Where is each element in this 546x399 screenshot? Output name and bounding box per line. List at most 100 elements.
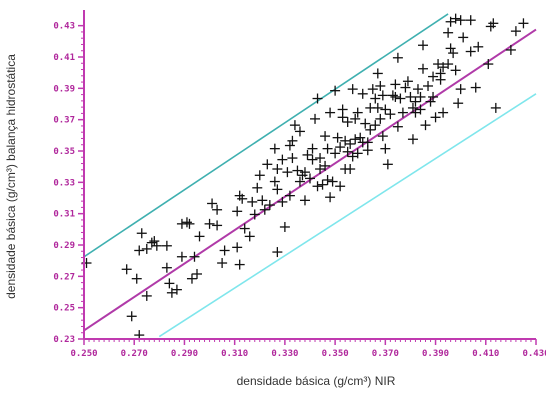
scatter-point bbox=[415, 91, 426, 102]
scatter-point bbox=[455, 15, 466, 26]
scatter-point bbox=[259, 204, 270, 215]
scatter-point bbox=[372, 102, 383, 113]
scatter-point bbox=[166, 287, 177, 298]
scatter-point bbox=[377, 131, 388, 142]
scatter-point bbox=[320, 160, 331, 171]
scatter-point bbox=[325, 192, 336, 203]
scatter-point bbox=[217, 258, 228, 269]
scatter-point bbox=[325, 107, 336, 118]
scatter-point bbox=[294, 176, 305, 187]
scatter-point bbox=[385, 109, 396, 120]
scatter-point bbox=[247, 196, 258, 207]
y-tick-label: 0.29 bbox=[53, 241, 75, 251]
scatter-point bbox=[312, 93, 323, 104]
scatter-point bbox=[302, 149, 313, 160]
scatter-point bbox=[279, 221, 290, 232]
scatter-point bbox=[272, 164, 283, 175]
scatter-point bbox=[450, 13, 461, 24]
scatter-point bbox=[448, 48, 459, 59]
scatter-point bbox=[375, 113, 386, 124]
scatter-point bbox=[269, 143, 280, 154]
x-tick-label: 0.310 bbox=[221, 349, 248, 359]
scatter-point bbox=[239, 223, 250, 234]
scatter-point bbox=[380, 104, 391, 115]
scatter-point bbox=[370, 93, 381, 104]
scatter-point bbox=[362, 137, 373, 148]
scatter-point bbox=[392, 52, 403, 63]
scatter-point bbox=[284, 140, 295, 151]
scatter-point bbox=[305, 173, 315, 184]
scatter-point bbox=[332, 132, 343, 143]
scatter-point bbox=[307, 143, 318, 154]
scatter-point bbox=[405, 91, 416, 102]
scatter-point bbox=[330, 85, 341, 96]
scatter-point bbox=[435, 74, 446, 85]
scatter-point bbox=[141, 243, 152, 254]
x-tick-label: 0.270 bbox=[121, 349, 148, 359]
scatter-point bbox=[292, 165, 303, 176]
scatter-point bbox=[234, 259, 245, 270]
scatter-point bbox=[284, 190, 295, 201]
scatter-point bbox=[327, 176, 338, 187]
scatter-point bbox=[428, 91, 439, 102]
scatter-point bbox=[312, 181, 323, 192]
scatter-point bbox=[392, 121, 403, 132]
scatter-point bbox=[395, 93, 406, 104]
scatter-point bbox=[219, 245, 230, 256]
scatter-point bbox=[146, 237, 157, 248]
scatter-point bbox=[212, 220, 223, 231]
scatter-point bbox=[287, 135, 298, 146]
scatter-point bbox=[420, 120, 431, 131]
y-tick-label: 0.31 bbox=[53, 210, 75, 220]
scatter-point bbox=[342, 117, 353, 128]
scatter-point bbox=[433, 59, 444, 70]
scatter-point bbox=[315, 164, 326, 175]
scatter-point bbox=[330, 148, 341, 159]
scatter-point bbox=[237, 193, 248, 204]
scatter-point bbox=[181, 217, 192, 228]
scatter-point bbox=[176, 251, 187, 262]
scatter-point bbox=[254, 170, 265, 181]
scatter-point bbox=[151, 240, 162, 251]
scatter-point bbox=[445, 43, 456, 54]
scatter-point bbox=[126, 311, 137, 322]
scatter-point bbox=[390, 91, 401, 102]
scatter-point bbox=[473, 41, 484, 52]
scatter-point bbox=[161, 240, 172, 251]
scatter-point bbox=[382, 159, 393, 170]
scatter-point bbox=[357, 88, 368, 99]
y-tick-label: 0.43 bbox=[53, 22, 75, 32]
scatter-point bbox=[277, 154, 288, 165]
scatter-point bbox=[136, 228, 147, 239]
scatter-point bbox=[141, 290, 152, 301]
scatter-point bbox=[402, 76, 413, 87]
x-tick-label: 0.330 bbox=[271, 349, 298, 359]
scatter-point bbox=[407, 134, 418, 145]
scatter-point bbox=[443, 27, 454, 38]
scatter-point bbox=[375, 80, 386, 91]
scatter-point bbox=[365, 124, 376, 135]
scatter-point bbox=[455, 84, 466, 95]
scatter-point bbox=[161, 262, 172, 273]
scatter-point bbox=[488, 18, 499, 29]
scatter-point bbox=[131, 273, 142, 284]
scatter-point bbox=[262, 159, 273, 170]
scatter-point bbox=[458, 32, 469, 43]
scatter-point bbox=[282, 167, 293, 178]
scatter-point bbox=[490, 102, 501, 113]
scatter-point bbox=[264, 200, 275, 211]
scatter-point bbox=[335, 142, 346, 153]
scatter-point bbox=[350, 134, 361, 145]
scatter-point bbox=[171, 284, 182, 295]
scatter-point bbox=[252, 182, 263, 193]
scatter-point bbox=[269, 176, 280, 187]
scatter-point bbox=[194, 231, 205, 242]
scatter-point bbox=[483, 59, 494, 70]
y-tick-label: 0.41 bbox=[53, 53, 75, 63]
scatter-point bbox=[465, 15, 476, 26]
scatter-point bbox=[347, 151, 358, 162]
y-tick-label: 0.33 bbox=[53, 178, 75, 188]
scatter-point bbox=[352, 148, 363, 159]
scatter-point bbox=[453, 98, 464, 109]
scatter-point bbox=[335, 181, 346, 192]
